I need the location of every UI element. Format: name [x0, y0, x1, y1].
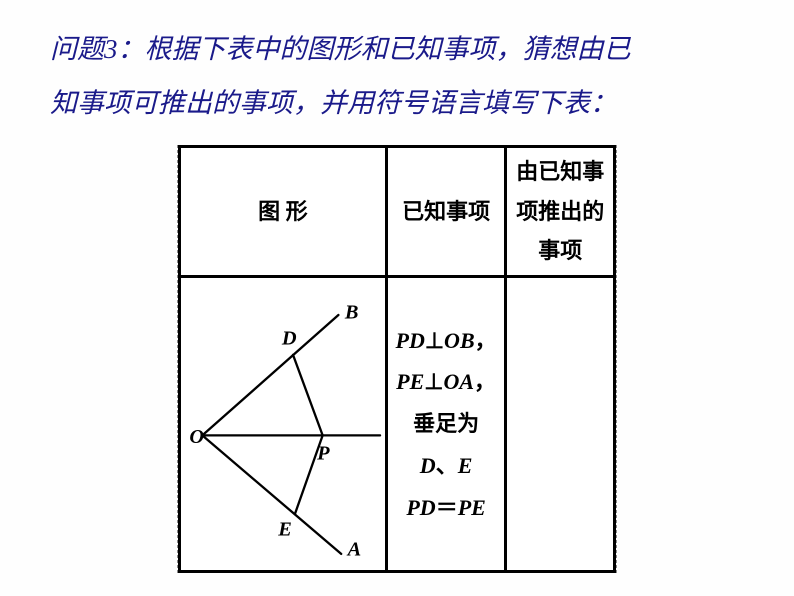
geometry-figure: O B D P E A [181, 278, 385, 565]
table-data-row: O B D P E A PD⊥OB， PE⊥OA， 垂足为 D、E PD＝PE [180, 277, 615, 572]
figure-cell: O B D P E A [180, 277, 387, 572]
question-line2: 知事项可推出的事项，并用符号语言填写下表： [50, 88, 617, 118]
known-content: PD⊥OB， PE⊥OA， 垂足为 D、E PD＝PE [388, 314, 505, 535]
known-line5: PD＝PE [390, 487, 503, 529]
known-cell: PD⊥OB， PE⊥OA， 垂足为 D、E PD＝PE [386, 277, 506, 572]
known-line2: PE⊥OA， [390, 361, 503, 403]
geometry-labels: O B D P E A [189, 302, 361, 561]
svg-text:A: A [346, 539, 362, 561]
derived-cell[interactable] [506, 277, 615, 572]
svg-text:B: B [344, 302, 359, 324]
known-line1: PD⊥OB， [390, 320, 503, 362]
known-line3: 垂足为 [390, 403, 503, 445]
table-container: 图 形 已知事项 由已知事项推出的事项 O B D P E A PD⊥OB， PE⊥OA，… [177, 145, 617, 573]
svg-text:D: D [281, 328, 297, 350]
svg-text:E: E [277, 518, 292, 540]
header-figure: 图 形 [180, 147, 387, 277]
question-line1: 根据下表中的图形和已知事项，猜想由已 [145, 34, 631, 64]
question-label: 问题3： [50, 34, 145, 64]
header-derived: 由已知事项推出的事项 [506, 147, 615, 277]
header-known: 已知事项 [386, 147, 506, 277]
svg-text:P: P [316, 442, 330, 464]
svg-text:O: O [189, 426, 204, 448]
known-line4: D、E [390, 445, 503, 487]
problem-table: 图 形 已知事项 由已知事项推出的事项 O B D P E A PD⊥OB， PE⊥OA，… [178, 145, 616, 573]
table-header-row: 图 形 已知事项 由已知事项推出的事项 [180, 147, 615, 277]
question-prompt: 问题3：根据下表中的图形和已知事项，猜想由已 知事项可推出的事项，并用符号语言填… [50, 22, 754, 130]
